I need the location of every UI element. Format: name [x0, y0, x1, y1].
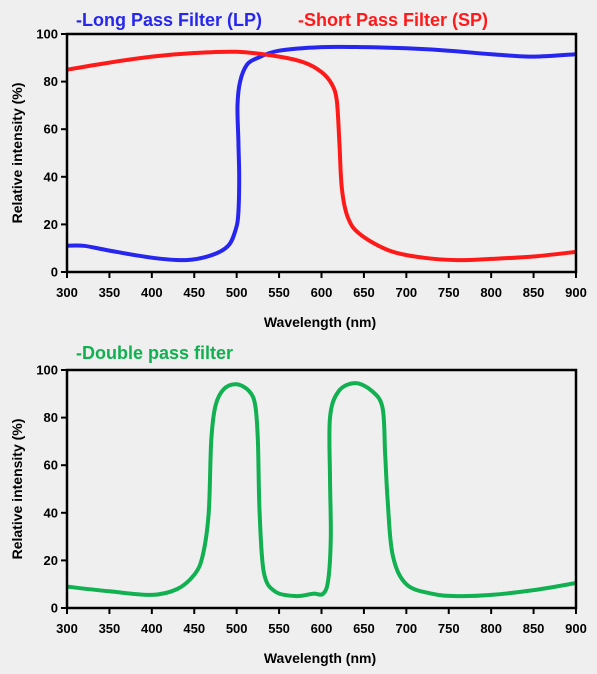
- plot-area-bottom: 0 20 40 60 80 100 300 350 400 450 500 550 600 650 700 7…: [36, 363, 587, 637]
- y-tick-label-bottom-80: 80: [44, 410, 58, 425]
- x-tick-label-top-400: 400: [141, 285, 163, 300]
- x-tick-label-top-700: 700: [395, 285, 417, 300]
- y-tick-label-bottom-60: 60: [44, 458, 58, 473]
- x-tick-label-bottom-350: 350: [99, 621, 121, 636]
- y-tick-label-top-80: 80: [44, 74, 58, 89]
- x-tick-label-top-350: 350: [99, 285, 121, 300]
- y-axis-title-top: Relative intensity (%): [9, 83, 25, 224]
- x-tick-label-bottom-550: 550: [268, 621, 290, 636]
- y-tick-label-bottom-0: 0: [51, 601, 58, 616]
- x-tick-label-bottom-900: 900: [565, 621, 587, 636]
- y-tick-label-top-0: 0: [51, 265, 58, 280]
- x-tick-label-bottom-800: 800: [480, 621, 502, 636]
- x-tick-label-top-750: 750: [438, 285, 460, 300]
- y-tick-label-top-20: 20: [44, 217, 58, 232]
- x-axis-title-top: Wavelength (nm): [264, 314, 376, 330]
- series-line-top-1: [67, 49, 576, 263]
- y-tick-label-bottom-100: 100: [36, 363, 58, 378]
- x-tick-label-top-900: 900: [565, 285, 587, 300]
- x-tick-label-top-600: 600: [311, 285, 333, 300]
- y-tick-label-top-40: 40: [44, 169, 58, 184]
- x-tick-label-bottom-450: 450: [183, 621, 205, 636]
- x-tick-label-bottom-700: 700: [395, 621, 417, 636]
- chart-bottom: -Double pass filter 0 20 40 60 80 100 300 350 40…: [9, 343, 587, 666]
- x-tick-label-bottom-600: 600: [311, 621, 333, 636]
- x-tick-label-top-300: 300: [56, 285, 78, 300]
- y-tick-label-bottom-40: 40: [44, 505, 58, 520]
- series-line-bottom-0: [67, 381, 576, 599]
- x-tick-label-top-450: 450: [183, 285, 205, 300]
- x-tick-label-top-850: 850: [523, 285, 545, 300]
- y-tick-label-top-60: 60: [44, 122, 58, 137]
- x-tick-label-bottom-400: 400: [141, 621, 163, 636]
- legend-sp: -Short Pass Filter (SP): [298, 10, 488, 30]
- x-tick-label-bottom-300: 300: [56, 621, 78, 636]
- y-axis-title-bottom: Relative intensity (%): [9, 419, 25, 560]
- x-axis-title-bottom: Wavelength (nm): [264, 650, 376, 666]
- x-tick-label-top-550: 550: [268, 285, 290, 300]
- x-tick-label-bottom-500: 500: [226, 621, 248, 636]
- plot-frame-bottom: [65, 368, 578, 610]
- series-line-top-0: [67, 44, 576, 263]
- x-tick-label-bottom-650: 650: [353, 621, 375, 636]
- plot-frame-top: [65, 32, 578, 274]
- legend-lp: -Long Pass Filter (LP): [76, 10, 262, 30]
- chart-top: -Long Pass Filter (LP) -Short Pass Filte…: [9, 10, 587, 330]
- x-tick-label-bottom-850: 850: [523, 621, 545, 636]
- x-tick-label-bottom-750: 750: [438, 621, 460, 636]
- y-tick-label-bottom-20: 20: [44, 553, 58, 568]
- plot-area-top: 0 20 40 60 80 100 300 350 400 450 500 550 600 650 700 7…: [36, 27, 587, 301]
- y-tick-label-top-100: 100: [36, 27, 58, 42]
- x-tick-label-top-650: 650: [353, 285, 375, 300]
- legend-double: -Double pass filter: [76, 343, 233, 363]
- x-tick-label-top-800: 800: [480, 285, 502, 300]
- x-tick-label-top-500: 500: [226, 285, 248, 300]
